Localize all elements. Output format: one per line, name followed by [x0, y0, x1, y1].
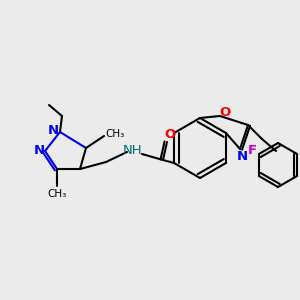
Text: NH: NH [123, 143, 143, 157]
Text: O: O [164, 128, 175, 140]
Text: F: F [248, 145, 256, 158]
Text: N: N [236, 149, 247, 163]
Text: CH₃: CH₃ [47, 189, 67, 199]
Text: N: N [47, 124, 58, 137]
Text: O: O [219, 106, 231, 118]
Text: N: N [33, 145, 45, 158]
Text: CH₃: CH₃ [105, 129, 124, 139]
